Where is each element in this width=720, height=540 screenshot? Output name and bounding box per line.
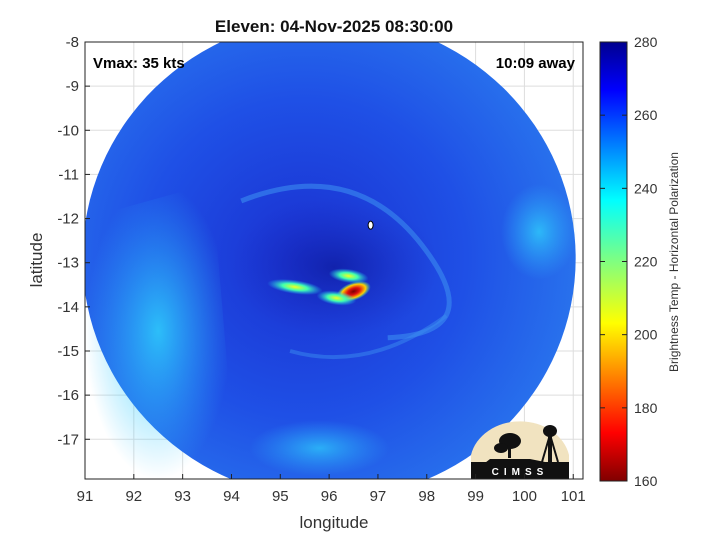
x-axis-label: longitude <box>299 513 368 532</box>
y-tick-label: -17 <box>57 431 79 448</box>
colorbar-ticks: 160 180 200 220 240 260 280 <box>600 34 658 489</box>
y-tick-label: -16 <box>57 387 79 404</box>
inner-swirl <box>229 197 439 338</box>
colorbar-tick-label: 220 <box>634 254 658 270</box>
y-axis-ticks: -8 -9 -10 -11 -12 -13 -14 -15 -16 -17 <box>57 34 90 448</box>
y-tick-label: -14 <box>57 299 79 316</box>
x-tick-label: 91 <box>77 488 94 505</box>
east-patch <box>501 183 578 280</box>
x-tick-label: 94 <box>223 488 240 505</box>
logo-text: CIMSS <box>492 467 549 478</box>
distance-annotation: 10:09 away <box>496 55 576 72</box>
y-tick-label: -8 <box>66 34 79 51</box>
spiral-band <box>240 183 452 341</box>
brightness-temperature-field <box>85 42 578 479</box>
convective-band <box>328 268 369 284</box>
x-axis-ticks: 91 92 93 94 95 96 97 98 99 100 101 <box>77 474 586 505</box>
colorbar-tick-label: 200 <box>634 327 658 343</box>
colorbar: 160 180 200 220 240 260 280 Brightness Temp - … <box>599 34 681 489</box>
convective-band <box>316 290 357 306</box>
colorbar-label: Brightness Temp - Horizontal Polarizatio… <box>667 152 681 372</box>
x-tick-label: 95 <box>272 488 289 505</box>
x-tick-label: 101 <box>561 488 586 505</box>
colorbar-tick-label: 280 <box>634 34 658 50</box>
spiral-band <box>289 314 448 360</box>
plot-frame <box>84 41 584 480</box>
convective-band <box>267 279 323 295</box>
colorbar-tick-label: 180 <box>634 400 658 416</box>
y-tick-label: -10 <box>57 122 79 139</box>
x-tick-label: 97 <box>370 488 387 505</box>
x-tick-label: 93 <box>174 488 191 505</box>
colorbar-tick-label: 260 <box>634 107 658 123</box>
x-tick-label: 99 <box>467 488 484 505</box>
x-tick-label: 96 <box>321 488 338 505</box>
storm-center-marker <box>367 220 374 230</box>
x-tick-label: 92 <box>125 488 142 505</box>
west-swath <box>85 183 232 479</box>
x-tick-label: 98 <box>418 488 435 505</box>
colorbar-tick-label: 240 <box>634 180 658 196</box>
vmax-annotation: Vmax: 35 kts <box>93 55 185 72</box>
south-patch <box>249 420 390 477</box>
x-tick-label: 100 <box>512 488 537 505</box>
chart-title: Eleven: 04-Nov-2025 08:30:00 <box>215 17 453 36</box>
colorbar-tick-label: 160 <box>634 473 658 489</box>
y-tick-label: -11 <box>58 166 79 183</box>
y-axis-label: latitude <box>27 233 46 288</box>
y-tick-label: -15 <box>57 343 79 360</box>
y-tick-label: -13 <box>57 255 79 272</box>
cimss-logo: CIMSS <box>471 421 569 479</box>
y-tick-label: -12 <box>57 211 79 228</box>
y-tick-label: -9 <box>66 78 79 95</box>
